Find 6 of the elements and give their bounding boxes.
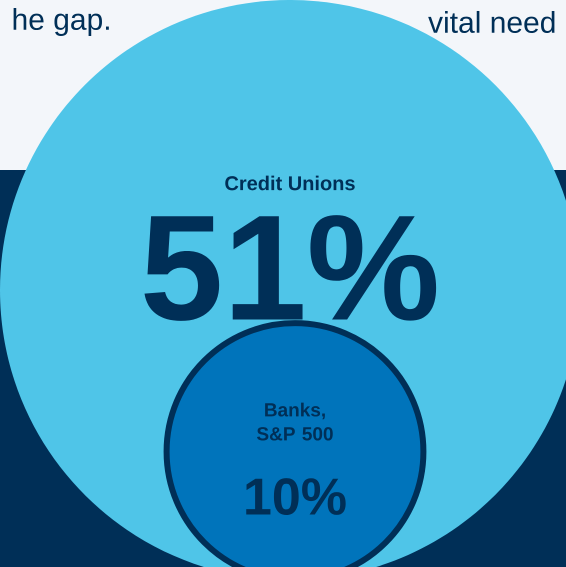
data-label: 10% (246, 478, 346, 515)
category-label: Credit Unions (225, 176, 355, 190)
category-label: Banks, S&P 500 (257, 402, 333, 441)
data-label: 51% (144, 215, 436, 321)
text: vital need (428, 10, 554, 34)
text: he gap. (14, 8, 109, 36)
